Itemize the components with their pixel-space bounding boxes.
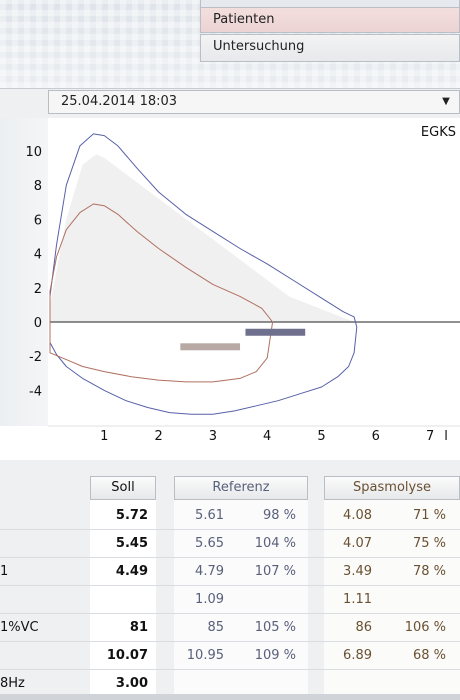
soll-value: 5.45 bbox=[90, 530, 156, 558]
spasmolyse-percent: 68 % bbox=[412, 648, 446, 663]
table-row: 10.07 10.95 109 % 6.89 68 % bbox=[0, 642, 460, 670]
x-tick-label: 1 bbox=[100, 429, 108, 444]
row-divider bbox=[0, 557, 460, 558]
row-divider bbox=[0, 529, 460, 530]
header-divider bbox=[0, 88, 460, 89]
row-label: 1%VC bbox=[0, 620, 39, 635]
soll-value: 81 bbox=[90, 614, 156, 642]
y-tick-label: 6 bbox=[34, 213, 42, 228]
row-divider bbox=[0, 669, 460, 670]
referenz-value: 5.65 bbox=[195, 536, 224, 551]
series-line-0 bbox=[49, 133, 358, 415]
measurement-select[interactable]: 25.04.2014 18:03 ▼ bbox=[48, 90, 460, 114]
x-tick-label: 5 bbox=[317, 429, 325, 444]
referenz-value: 85 bbox=[207, 620, 224, 635]
row-divider bbox=[0, 613, 460, 614]
spasmolyse-value: 4.08 bbox=[343, 508, 372, 523]
soll-value bbox=[90, 586, 156, 614]
column-header-spasmolyse[interactable]: Spasmolyse bbox=[324, 476, 460, 500]
table-row: 1 4.49 4.79 107 % 3.49 78 % bbox=[0, 558, 460, 586]
spasmolyse-percent: 106 % bbox=[404, 620, 446, 635]
referenz-value: 5.61 bbox=[195, 508, 224, 523]
spasmolyse-value: 3.49 bbox=[343, 564, 372, 579]
spasmolyse-value: 4.07 bbox=[343, 536, 372, 551]
referenz-percent: 107 % bbox=[254, 564, 296, 579]
row-label bbox=[0, 502, 90, 530]
y-tick-label: -4 bbox=[29, 384, 42, 399]
referenz-percent: 105 % bbox=[254, 620, 296, 635]
table-row: 5.72 5.61 98 % 4.08 71 % bbox=[0, 502, 460, 530]
x-tick-label: 2 bbox=[154, 429, 162, 444]
reference-area bbox=[50, 154, 355, 322]
measurement-datetime: 25.04.2014 18:03 bbox=[61, 94, 178, 109]
x-unit-label: l bbox=[444, 429, 448, 444]
spasmolyse-percent: 75 % bbox=[412, 536, 446, 551]
y-tick-label: -2 bbox=[29, 350, 42, 365]
row-divider bbox=[0, 585, 460, 586]
menu-item-patienten[interactable]: Patienten bbox=[200, 7, 460, 33]
spasmolyse-value: 86 bbox=[355, 620, 372, 635]
table-row: 1.09 1.11 bbox=[0, 586, 460, 614]
spasmolyse-value: 1.11 bbox=[343, 592, 372, 607]
column-header-referenz[interactable]: Referenz bbox=[174, 476, 308, 500]
spasmolyse-percent: 78 % bbox=[412, 564, 446, 579]
table-row: 1%VC 81 85 105 % 86 106 % bbox=[0, 614, 460, 642]
row-label bbox=[0, 586, 90, 614]
y-tick-label: 0 bbox=[34, 316, 42, 331]
dropdown-arrow-icon[interactable]: ▼ bbox=[442, 96, 450, 107]
table-row: 8Hz 3.00 bbox=[0, 670, 460, 698]
bar-marker-0 bbox=[180, 343, 241, 351]
soll-value: 5.72 bbox=[90, 502, 156, 530]
soll-value: 10.07 bbox=[90, 642, 156, 670]
x-tick-label: 4 bbox=[263, 429, 271, 444]
spasmolyse-value: 6.89 bbox=[343, 648, 372, 663]
bar-marker-1 bbox=[245, 328, 306, 336]
row-label: 1 bbox=[0, 564, 9, 579]
referenz-value: 10.95 bbox=[186, 648, 224, 663]
referenz-value: 4.79 bbox=[195, 564, 224, 579]
soll-value: 3.00 bbox=[90, 670, 156, 698]
referenz-percent bbox=[236, 586, 296, 614]
referenz-column-bg bbox=[174, 500, 308, 696]
x-tick-label: 7 bbox=[426, 429, 434, 444]
x-tick-label: 3 bbox=[209, 429, 217, 444]
soll-value: 4.49 bbox=[90, 558, 156, 586]
table-row: 5.45 5.65 104 % 4.07 75 % bbox=[0, 530, 460, 558]
referenz-percent: 104 % bbox=[254, 536, 296, 551]
referenz-value: 1.09 bbox=[195, 592, 224, 607]
spasmolyse-percent bbox=[384, 586, 446, 614]
referenz-percent: 98 % bbox=[262, 508, 296, 523]
referenz-percent: 109 % bbox=[254, 648, 296, 663]
row-label bbox=[0, 530, 90, 558]
plot-axis-area bbox=[0, 118, 48, 426]
spasmolyse-column-bg bbox=[324, 500, 460, 696]
flow-volume-chart: 10 8 6 4 2 0 -2 -4 1 2 3 4 5 6 7 l EGKS bbox=[25, 125, 460, 444]
y-tick-label: 4 bbox=[34, 248, 42, 263]
y-tick-label: 8 bbox=[34, 179, 42, 194]
series-line-1 bbox=[49, 203, 274, 383]
column-header-soll[interactable]: Soll bbox=[90, 476, 156, 500]
row-label: 8Hz bbox=[0, 676, 25, 691]
y-tick-label: 2 bbox=[34, 282, 42, 297]
y-tick-label: 10 bbox=[25, 145, 42, 160]
x-tick-label: 6 bbox=[372, 429, 380, 444]
row-label bbox=[0, 642, 90, 670]
bottom-bar bbox=[0, 694, 460, 700]
spasmolyse-percent: 71 % bbox=[412, 508, 446, 523]
row-divider bbox=[0, 641, 460, 642]
chart-title: EGKS bbox=[421, 125, 456, 140]
